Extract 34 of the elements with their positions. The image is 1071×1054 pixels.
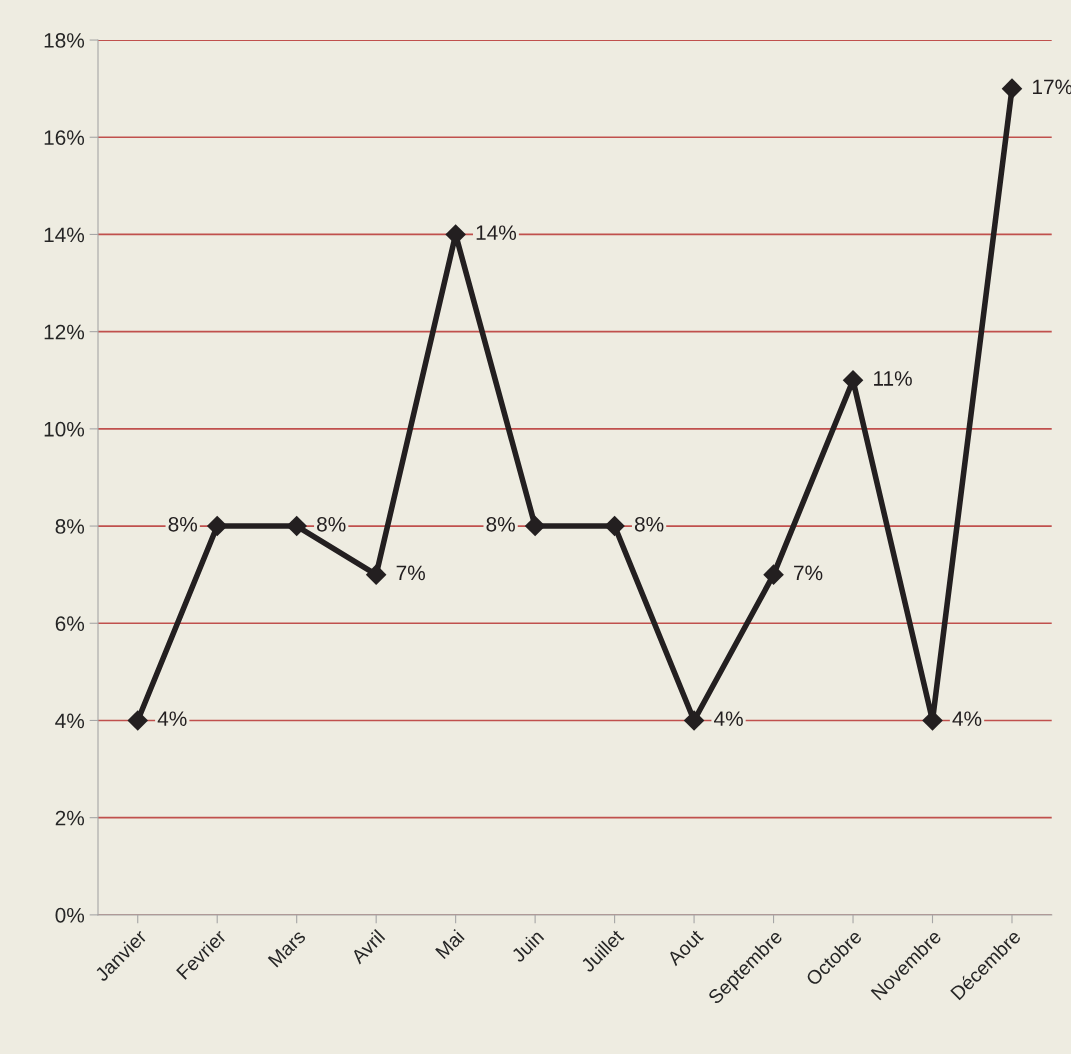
point [922,710,943,731]
data-label: 4% [157,711,187,726]
y-tick-label: 16% [44,130,85,146]
data-label: 4% [952,711,982,726]
data-label: 7% [794,565,823,581]
y-tick-label: 10% [44,421,85,437]
point [763,564,784,585]
data-label: 11% [874,371,912,386]
data-label: 8% [168,516,198,532]
data-label: 8% [634,516,664,532]
point [524,515,546,537]
point [683,710,705,731]
data-label: 14% [476,225,517,240]
data-label: 4% [714,711,743,726]
y-tick-label: 18% [44,33,85,48]
x-tick-label: Mai [434,928,465,960]
data-label: 7% [396,565,425,581]
x-tick-label: Juin [510,928,545,964]
point [127,710,149,731]
y-tick-label: 4% [55,713,85,729]
data-label: 8% [317,516,346,532]
y-tick-label: 6% [55,616,85,632]
point [1001,78,1023,99]
y-tick-label: 14% [44,227,85,243]
y-tick-label: 0% [55,907,85,923]
y-tick-label: 8% [55,519,85,534]
point [365,564,387,585]
point [842,369,864,391]
point [206,515,228,537]
y-tick-label: 2% [55,810,85,826]
point [604,515,625,537]
y-tick-label: 12% [44,324,85,340]
point [286,515,307,537]
data-label: 8% [486,516,515,532]
